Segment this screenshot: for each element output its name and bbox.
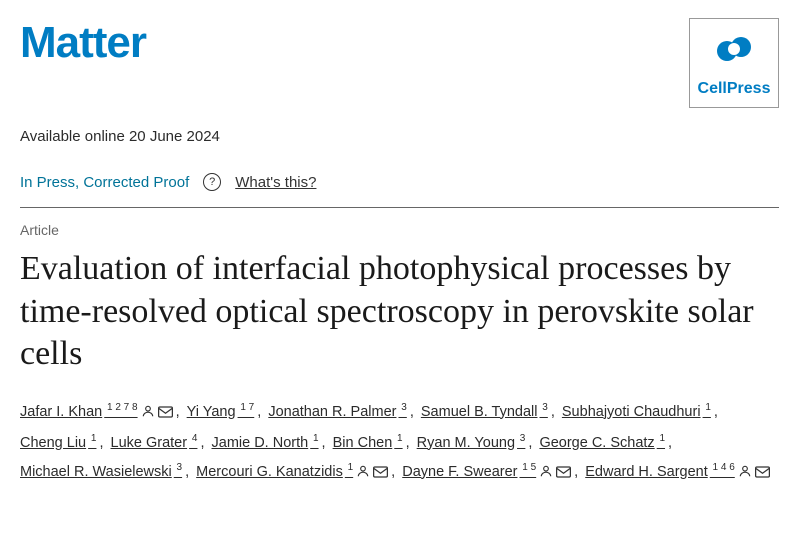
available-online-date: Available online 20 June 2024: [20, 128, 779, 145]
press-status-row: In Press, Corrected Proof ? What's this?: [20, 173, 779, 208]
author-affiliation: 1: [657, 433, 665, 444]
author-separator: ,: [410, 404, 418, 420]
author-link[interactable]: Dayne F. Swearer 1 5: [402, 464, 536, 480]
author-separator: ,: [322, 435, 330, 451]
mail-icon[interactable]: [158, 400, 173, 429]
person-icon[interactable]: [738, 460, 752, 489]
author-link[interactable]: Samuel B. Tyndall 3: [421, 404, 548, 420]
author-affiliation: 4: [189, 433, 197, 444]
author-link[interactable]: Subhajyoti Chaudhuri 1: [562, 404, 711, 420]
mail-icon[interactable]: [373, 460, 388, 489]
author-affiliation: 1 7: [238, 402, 255, 413]
author-link[interactable]: Bin Chen 1: [333, 435, 403, 451]
publisher-name: CellPress: [698, 80, 771, 98]
author-separator: ,: [99, 435, 107, 451]
author-affiliation: 1: [394, 433, 402, 444]
author-link[interactable]: Luke Grater 4: [111, 435, 198, 451]
author-separator: ,: [668, 435, 672, 451]
article-type: Article: [20, 222, 779, 238]
author-list: Jafar I. Khan 1 2 7 8, Yi Yang 1 7, Jona…: [20, 398, 779, 489]
author-affiliation: 1 4 6: [710, 462, 735, 473]
whats-this-link[interactable]: What's this?: [235, 174, 316, 191]
author-affiliation: 3: [174, 462, 182, 473]
author-affiliation: 1: [703, 402, 711, 413]
author-link[interactable]: Ryan M. Young 3: [417, 435, 526, 451]
author-affiliation: 1: [345, 462, 353, 473]
author-link[interactable]: Mercouri G. Kanatzidis 1: [196, 464, 353, 480]
author-affiliation: 1 5: [519, 462, 536, 473]
author-separator: ,: [185, 464, 193, 480]
author-link[interactable]: George C. Schatz 1: [539, 435, 665, 451]
author-affiliation: 3: [517, 433, 525, 444]
article-title: Evaluation of interfacial photophysical …: [20, 248, 779, 376]
author-link[interactable]: Jonathan R. Palmer 3: [268, 404, 407, 420]
press-status[interactable]: In Press, Corrected Proof: [20, 174, 189, 191]
author-separator: ,: [574, 464, 582, 480]
author-link[interactable]: Yi Yang 1 7: [187, 404, 255, 420]
author-separator: ,: [714, 404, 718, 420]
mail-icon[interactable]: [755, 460, 770, 489]
author-link[interactable]: Michael R. Wasielewski 3: [20, 464, 182, 480]
mail-icon[interactable]: [556, 460, 571, 489]
author-separator: ,: [528, 435, 536, 451]
author-separator: ,: [391, 464, 399, 480]
help-icon[interactable]: ?: [203, 173, 221, 191]
author-affiliation: 1: [88, 433, 96, 444]
person-icon[interactable]: [539, 460, 553, 489]
publisher-logo[interactable]: CellPress: [689, 18, 779, 108]
journal-name[interactable]: Matter: [20, 18, 146, 68]
author-link[interactable]: Cheng Liu 1: [20, 435, 96, 451]
author-link[interactable]: Jamie D. North 1: [212, 435, 319, 451]
author-separator: ,: [200, 435, 208, 451]
author-affiliation: 3: [398, 402, 406, 413]
author-separator: ,: [257, 404, 265, 420]
header-row: Matter CellPress: [20, 18, 779, 108]
author-affiliation: 1: [310, 433, 318, 444]
author-separator: ,: [551, 404, 559, 420]
author-affiliation: 3: [539, 402, 547, 413]
author-separator: ,: [406, 435, 414, 451]
author-affiliation: 1 2 7 8: [104, 402, 137, 413]
cellpress-logo-icon: [713, 29, 755, 76]
person-icon[interactable]: [141, 400, 155, 429]
author-separator: ,: [176, 404, 184, 420]
author-link[interactable]: Edward H. Sargent 1 4 6: [585, 464, 735, 480]
author-link[interactable]: Jafar I. Khan 1 2 7 8: [20, 404, 138, 420]
person-icon[interactable]: [356, 460, 370, 489]
